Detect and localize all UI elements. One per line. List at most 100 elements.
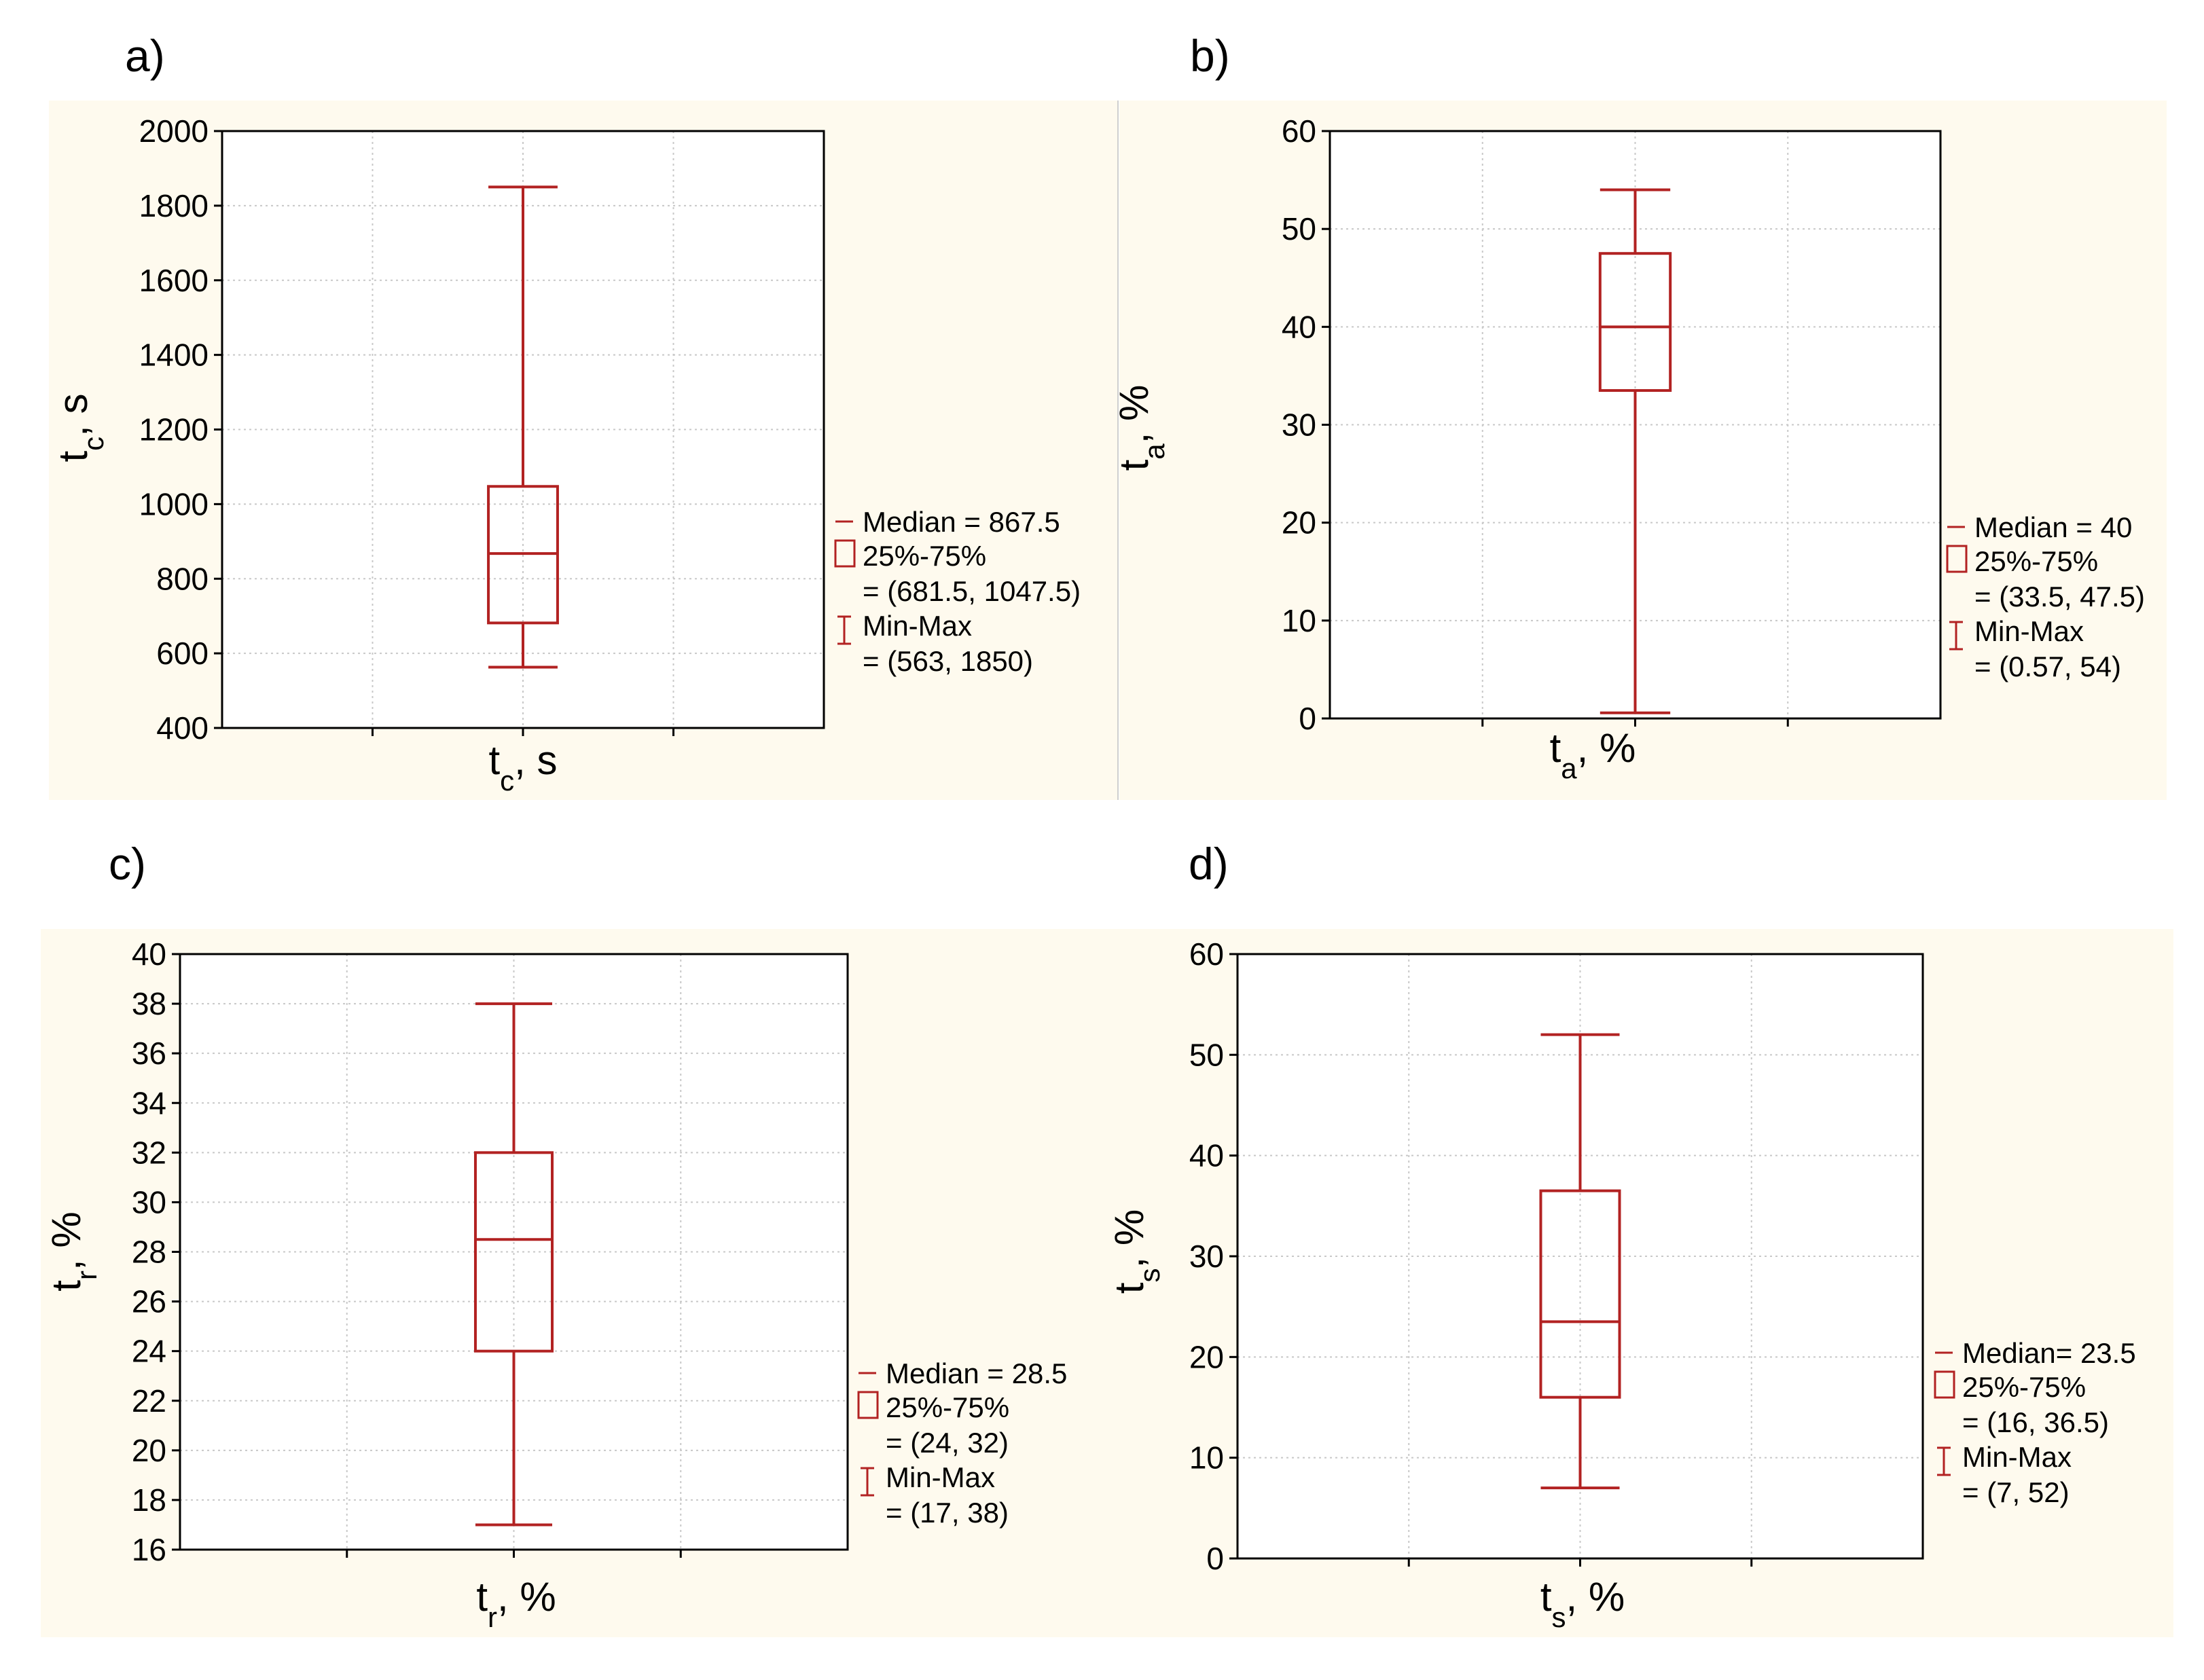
y-tick-label: 20 <box>132 1433 166 1468</box>
x-axis-label-rest: , s <box>514 737 557 783</box>
plot-frame <box>221 130 825 729</box>
y-axis-label-rest: , s <box>50 393 96 436</box>
x-axis-label-sub: c <box>500 765 514 797</box>
x-axis-label-main: t <box>476 1574 488 1620</box>
y-tick-label: 1000 <box>139 486 209 522</box>
y-tick-label: 40 <box>1189 1138 1224 1173</box>
y-tick-label: 32 <box>132 1135 166 1170</box>
plot-frame <box>1236 953 1924 1560</box>
y-axis-label-rest: , % <box>1111 385 1157 444</box>
y-tick-label: 30 <box>1282 407 1316 443</box>
legend-box-symbol <box>1934 1370 1955 1399</box>
x-axis-label-sub: s <box>1551 1601 1566 1633</box>
y-tick-label: 40 <box>1282 309 1316 344</box>
legend-box-symbol <box>834 539 856 568</box>
x-axis-label-rest: , % <box>1577 725 1636 771</box>
y-tick-label: 24 <box>132 1334 166 1369</box>
legend-whisker-text: Min-Max <box>886 1461 995 1493</box>
legend-box-symbol <box>1946 545 1968 573</box>
legend-median-text: Median= 23.5 <box>1962 1337 2136 1369</box>
y-tick-label: 18 <box>132 1482 166 1518</box>
panel-label-a: a) <box>125 31 165 81</box>
y-axis-label-rest: , % <box>43 1211 89 1271</box>
y-tick-label: 1600 <box>139 263 209 298</box>
x-axis-label-main: t <box>1540 1574 1552 1620</box>
legend-box-range: = (24, 32) <box>886 1427 1009 1459</box>
y-tick-label: 400 <box>156 710 209 746</box>
legend: Median= 23.525%-75%= (16, 36.5)Min-Max= … <box>1934 1337 2136 1508</box>
x-axis-label-rest: , % <box>497 1574 556 1620</box>
y-axis-label-main: t <box>1106 1282 1152 1294</box>
y-tick-label: 22 <box>132 1383 166 1419</box>
legend-box-range: = (33.5, 47.5) <box>1974 581 2145 613</box>
panel-label-d: d) <box>1189 839 1229 889</box>
y-tick-label: 34 <box>132 1085 166 1120</box>
panel-label-c: c) <box>109 839 146 889</box>
panel-label-b: b) <box>1190 31 1230 81</box>
y-tick-label: 38 <box>132 986 166 1021</box>
legend-median-text: Median = 28.5 <box>886 1357 1067 1389</box>
y-tick-label: 20 <box>1189 1339 1224 1374</box>
x-axis-label-main: t <box>1550 725 1561 771</box>
y-axis-label: tc, s <box>50 393 109 462</box>
y-axis-label-sub: s <box>1134 1268 1166 1283</box>
y-tick-label: 20 <box>1282 505 1316 541</box>
y-tick-label: 1400 <box>139 337 209 373</box>
legend: Median = 28.525%-75% = (24, 32)Min-Max = (… <box>857 1357 1067 1529</box>
y-axis-label-sub: c <box>77 437 109 451</box>
legend-median-text: Median = 867.5 <box>863 506 1060 538</box>
y-axis-label-main: t <box>50 451 96 462</box>
legend-whisker-text: Min-Max <box>1962 1441 2072 1473</box>
y-tick-label: 40 <box>132 936 166 972</box>
y-axis-label: tr, % <box>43 1211 103 1291</box>
legend-median-text: Median = 40 <box>1974 511 2132 543</box>
y-tick-label: 600 <box>156 636 209 671</box>
x-axis-label: tc, s <box>488 737 557 797</box>
legend-box-text: 25%-75% <box>1962 1371 2086 1403</box>
y-tick-label: 2000 <box>139 113 209 149</box>
y-tick-label: 30 <box>1189 1239 1224 1274</box>
legend-whisker-text: Min-Max <box>863 610 972 642</box>
y-axis-label-main: t <box>1111 459 1157 471</box>
iqr-box <box>1598 252 1672 392</box>
y-tick-label: 60 <box>1189 936 1224 972</box>
x-axis-label-rest: , % <box>1566 1574 1625 1620</box>
y-tick-label: 0 <box>1299 701 1316 736</box>
x-axis-label: ta, % <box>1550 725 1636 784</box>
y-tick-label: 26 <box>132 1284 166 1319</box>
legend-box-text: 25%-75% <box>886 1391 1009 1423</box>
iqr-box <box>473 1151 554 1353</box>
y-tick-label: 30 <box>132 1184 166 1220</box>
y-tick-label: 10 <box>1189 1440 1224 1476</box>
legend-box-symbol <box>857 1391 879 1419</box>
y-tick-label: 1200 <box>139 412 209 448</box>
legend-whisker-range: = (7, 52) <box>1962 1476 2070 1508</box>
y-tick-label: 0 <box>1206 1541 1224 1576</box>
legend-box-text: 25%-75% <box>1974 545 2098 577</box>
y-axis-label-main: t <box>43 1280 89 1292</box>
y-axis-label: ts, % <box>1106 1209 1166 1294</box>
legend-whisker-range: = (17, 38) <box>886 1497 1009 1529</box>
legend-whisker-range: = (0.57, 54) <box>1974 651 2121 682</box>
legend: Median = 867.525%-75%= (681.5, 1047.5)Mi… <box>834 506 1081 677</box>
x-axis-label: ts, % <box>1540 1574 1625 1633</box>
plot-frame <box>179 953 849 1551</box>
y-tick-label: 10 <box>1282 603 1316 638</box>
legend-whisker-text: Min-Max <box>1974 615 2084 647</box>
y-tick-label: 800 <box>156 561 209 596</box>
y-tick-label: 28 <box>132 1235 166 1270</box>
y-tick-label: 36 <box>132 1036 166 1071</box>
x-axis-label-sub: a <box>1561 752 1577 784</box>
y-axis-label-sub: r <box>71 1271 103 1280</box>
x-axis-label-sub: r <box>488 1601 497 1633</box>
legend-box-range: = (16, 36.5) <box>1962 1406 2109 1438</box>
y-axis-label: ta, % <box>1111 385 1170 471</box>
y-tick-label: 60 <box>1282 113 1316 149</box>
y-axis-label-rest: , % <box>1106 1209 1152 1268</box>
x-axis-label-main: t <box>488 737 500 783</box>
